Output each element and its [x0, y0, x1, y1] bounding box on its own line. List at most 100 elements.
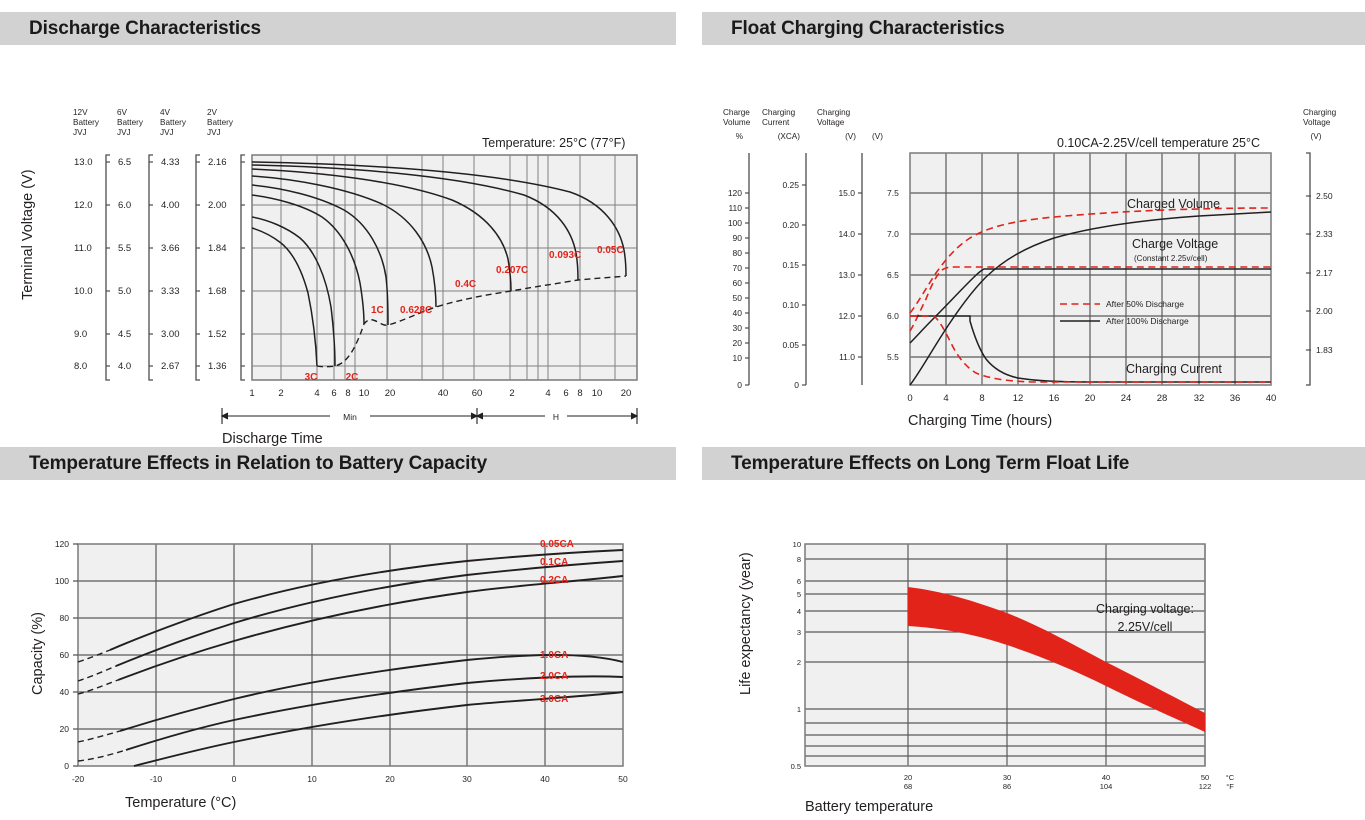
- curve-005ca: [109, 549, 624, 651]
- curve-04c: [251, 175, 437, 308]
- float-note: 0.10CA-2.25V/cell temperature 25°C: [1057, 136, 1260, 150]
- section-title: Discharge Characteristics: [29, 17, 261, 39]
- scale-head-line1: 4V: [160, 108, 171, 117]
- chart-temperature-capacity: Capacity (%): [0, 480, 676, 820]
- col-unit: (V): [845, 132, 856, 141]
- inner-tick: 7.5: [887, 188, 899, 198]
- x-axis-ticks: 20 68 30 86 40 104 50 122 °C °F: [904, 773, 1235, 791]
- scale-column-12v: 12V Battery JVJ 13.0 12.0 11.0 10.0 9.0 …: [73, 108, 110, 381]
- x-tick: 4: [545, 388, 550, 399]
- x-tick: 4: [943, 393, 948, 404]
- right-tick: 2.50: [1316, 191, 1333, 201]
- col-tick: 40: [733, 308, 743, 318]
- x-axis-title: Discharge Time: [222, 431, 323, 447]
- curve-charged-volume-50: [909, 207, 1272, 314]
- annot-charging-voltage-line1: Charging voltage:: [1096, 602, 1194, 616]
- col-tick: 50: [733, 293, 743, 303]
- x-tick-c: 40: [1102, 773, 1110, 782]
- scale-head-line2: Battery: [160, 118, 187, 127]
- curve-label-0093c: 0.093C: [549, 250, 581, 261]
- y-tick: 60: [60, 650, 70, 660]
- col-tick: 0: [737, 380, 742, 390]
- scale-column-4v: 4V Battery JVJ 4.33 4.00 3.66 3.33 3.00 …: [160, 108, 200, 381]
- annot-charge-voltage: Charge Voltage: [1132, 237, 1218, 251]
- right-tick: 2.17: [1316, 268, 1333, 278]
- temperature-capacity-svg: Capacity (%): [30, 539, 628, 811]
- x-tick: -10: [150, 774, 163, 784]
- x-tick: 40: [540, 774, 550, 784]
- scale-head-line3: JVJ: [160, 128, 174, 137]
- right-axis-charging-voltage: Charging Voltage (V) 2.50 2.33 2.17 2.00…: [1303, 108, 1337, 386]
- right-tick: 2.33: [1316, 229, 1333, 239]
- col-head-line2: Volume: [723, 118, 751, 127]
- y-axis-ticks: [73, 543, 78, 767]
- curve-label-005ca: 0.05CA: [540, 539, 574, 550]
- col-head-line1: Charge: [723, 108, 750, 117]
- scale-tick: 13.0: [74, 157, 93, 168]
- x-tick: 20: [1085, 393, 1096, 404]
- span-label-min: Min: [343, 412, 357, 422]
- scale-head-line2: Battery: [207, 118, 234, 127]
- scale-head-line3: JVJ: [117, 128, 131, 137]
- plot-area: [251, 154, 638, 381]
- chart-annotations: Charged Volume Charge Voltage (Constant …: [1126, 197, 1222, 376]
- col-head-line1: Charging: [762, 108, 796, 117]
- float-curves: [909, 207, 1272, 386]
- float-charging-svg: Charge Volume % 120 110 100 90 80: [723, 108, 1337, 429]
- curve-10ca-dash: [77, 730, 121, 743]
- section-header-float-charging: Float Charging Characteristics: [702, 12, 1365, 45]
- panel-float-charging: Float Charging Characteristics Charge Vo…: [702, 12, 1365, 430]
- panel-float-life: Temperature Effects on Long Term Float L…: [702, 447, 1365, 820]
- curve-label-2c: 2C: [346, 372, 359, 383]
- col-tick: 120: [728, 188, 742, 198]
- annot-charge-voltage-sub: (Constant 2.25v/cell): [1134, 254, 1208, 263]
- curve-0207c: [251, 168, 512, 292]
- scale-head-line2: Battery: [73, 118, 100, 127]
- y-axis-title: Life expectancy (year): [738, 552, 754, 695]
- x-tick: 0: [907, 393, 912, 404]
- discharge-curves: [251, 161, 627, 368]
- scale-tick: 1.84: [208, 243, 227, 254]
- x-unit-fahrenheit: °F: [1226, 782, 1234, 791]
- temperature-note: Temperature: 25°C (77°F): [482, 136, 625, 150]
- plot-area: [804, 543, 1206, 767]
- discharge-envelope: [316, 275, 627, 368]
- scale-column-charging-voltage: Charging Voltage (V) 15.0 14.0 13.0 12.0…: [817, 108, 863, 385]
- curve-label-005c: 0.05C: [597, 245, 624, 256]
- x-tick: 20: [385, 774, 395, 784]
- x-tick-f: 86: [1003, 782, 1011, 791]
- scale-tick: 4.5: [118, 329, 131, 340]
- col-tick: 70: [733, 263, 743, 273]
- y-axis-title: Terminal Voltage (V): [20, 169, 36, 300]
- legend: After 50% Discharge After 100% Discharge: [1060, 299, 1189, 326]
- x-tick: 6: [563, 388, 568, 399]
- scale-tick: 11.0: [74, 243, 92, 254]
- chart-float-life: Life expectancy (year): [702, 480, 1365, 820]
- col-tick: 90: [733, 233, 743, 243]
- x-tick-f: 68: [904, 782, 912, 791]
- col-tick: 20: [733, 338, 743, 348]
- scale-tick: 8.0: [74, 361, 87, 372]
- curve-charge-voltage-100: [909, 268, 1271, 344]
- curve-10ca: [119, 654, 624, 732]
- x-tick: 1: [249, 388, 254, 399]
- x-tick: 12: [1013, 393, 1024, 404]
- col-tick: 0: [794, 380, 799, 390]
- life-expectancy-band: [908, 587, 1205, 732]
- col-tick: 15.0: [838, 188, 855, 198]
- x-tick: 50: [618, 774, 628, 784]
- scale-tick: 2.16: [208, 157, 227, 168]
- scale-tick: 1.68: [208, 286, 227, 297]
- scale-tick: 5.5: [118, 243, 131, 254]
- x-tick: 36: [1230, 393, 1241, 404]
- right-tick: 1.83: [1316, 345, 1333, 355]
- x-axis-title: Temperature (°C): [125, 795, 236, 811]
- horizontal-gridlines: [805, 558, 1205, 757]
- x-tick: 16: [1049, 393, 1060, 404]
- curve-1c: [251, 194, 365, 325]
- scale-tick: 3.00: [161, 329, 180, 340]
- y-tick: 100: [55, 576, 69, 586]
- col-tick: 0.20: [782, 220, 799, 230]
- y-tick: 0: [64, 761, 69, 771]
- x-tick: 8: [345, 388, 350, 399]
